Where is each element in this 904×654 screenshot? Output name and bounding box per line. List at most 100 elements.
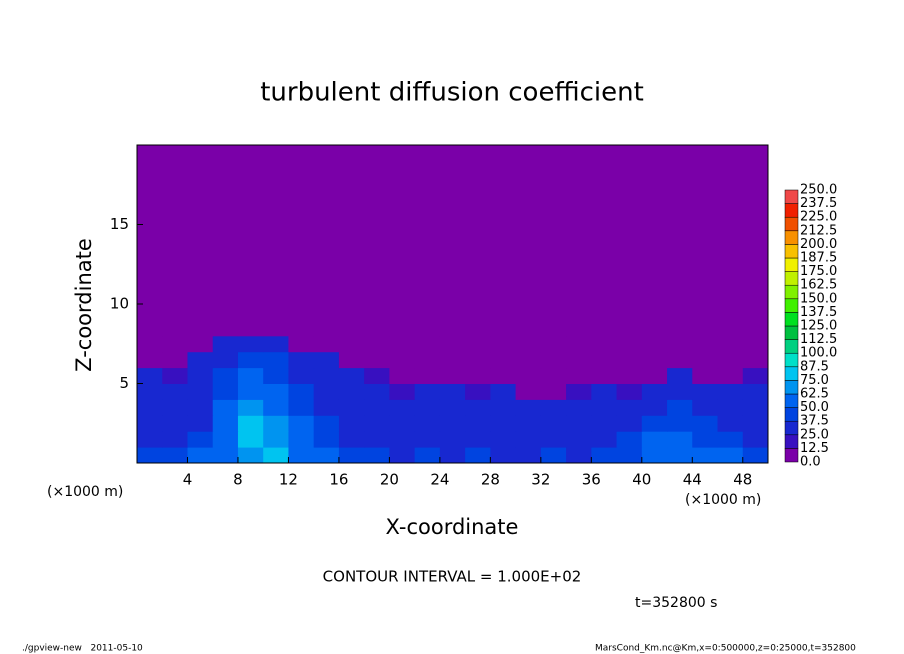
heatmap-cell [490,431,517,448]
colorbar-label: 0.0 [800,455,821,470]
heatmap-cell [540,335,567,353]
heatmap-cell [364,447,390,464]
heatmap-cell [187,383,214,400]
heatmap-cell [414,145,441,337]
heatmap-cell [439,399,466,416]
x-tick-label: 16 [329,471,348,489]
heatmap-cell [313,431,340,448]
heatmap-cell [263,145,289,337]
heatmap-cell [692,145,719,337]
heatmap-cell [566,351,592,369]
x-tick-label: 20 [380,471,399,489]
colorbar-band [784,448,799,463]
heatmap-cell [465,367,491,384]
heatmap-cell [137,145,163,337]
heatmap-cell [490,335,517,353]
heatmap-cell [667,145,693,337]
heatmap-cell [515,415,542,432]
x-tick-label: 40 [632,471,651,489]
heatmap-cell [667,367,693,384]
heatmap-cell [465,447,491,464]
heatmap-cell [237,367,264,384]
heatmap-cell [338,447,365,464]
heatmap-cell [465,335,491,353]
heatmap-cell [137,367,163,384]
heatmap-cell [338,383,365,400]
heatmap-cell [338,335,365,353]
heatmap-cell [667,399,693,416]
heatmap-cell [364,383,390,400]
heatmap-cell [717,447,744,464]
heatmap-cell [212,351,239,369]
heatmap-cell [540,145,567,337]
heatmap-cell [187,335,214,353]
heatmap-cell [667,415,693,432]
heatmap-cell [641,335,668,353]
heatmap-cell [692,335,719,353]
colorbar-band [784,216,799,232]
heatmap-cell [566,145,592,337]
heatmap-cell [641,447,668,464]
heatmap-cell [237,399,264,416]
heatmap-cell [137,351,163,369]
colorbar-label: 237.5 [800,196,837,211]
heatmap-cell [616,431,643,448]
heatmap-cell [414,399,441,416]
x-tick-label: 44 [683,471,702,489]
heatmap-cell [263,447,289,464]
heatmap-cell [591,399,618,416]
heatmap-cell [263,431,289,448]
colorbar-band [784,407,799,422]
heatmap-cell [515,145,542,337]
colorbar-band [784,298,799,313]
colorbar-band [784,189,799,204]
colorbar-band [784,284,799,300]
heatmap-cell [717,383,744,400]
heatmap-cell [212,415,239,432]
heatmap-cell [187,415,214,432]
heatmap-cell [692,367,719,384]
heatmap-cell [212,145,239,337]
heatmap-cell [591,145,618,337]
heatmap-cell [237,431,264,448]
x-tick-label: 36 [582,471,601,489]
heatmap-cell [717,415,744,432]
heatmap-cell [616,383,643,400]
heatmap-cell [742,431,769,448]
heatmap-cell [313,447,340,464]
colorbar-band [784,230,799,245]
chart-title: turbulent diffusion coefficient [260,78,644,108]
heatmap-cell [414,447,441,464]
heatmap-cell [288,145,315,337]
heatmap-cell [313,399,340,416]
heatmap-cell [490,383,517,400]
heatmap-cell [540,383,567,400]
heatmap-cell [490,447,517,464]
heatmap-cell [212,383,239,400]
heatmap-cell [338,351,365,369]
x-tick-label: 28 [481,471,500,489]
heatmap-cell [616,367,643,384]
heatmap-cell [389,415,416,432]
colorbar-band [784,312,799,327]
colorbar-label: 25.0 [800,427,829,442]
heatmap-cell [465,383,491,400]
heatmap-cell [162,351,188,369]
heatmap-cell [187,399,214,416]
heatmap-cell [465,351,491,369]
heatmap-cell [313,145,340,337]
colorbar-label: 50.0 [800,400,829,415]
x-tick-label: 8 [233,471,243,489]
heatmap-cell [692,415,719,432]
heatmap-cell [515,399,542,416]
heatmap-cell [515,431,542,448]
heatmap-cell [439,335,466,353]
colorbar-label: 87.5 [800,359,829,374]
heatmap-cell [540,351,567,369]
x-tick-label: 32 [531,471,550,489]
colorbar-band [784,325,799,340]
heatmap-cell [414,383,441,400]
heatmap-cell [162,145,188,337]
heatmap-cell [212,335,239,353]
